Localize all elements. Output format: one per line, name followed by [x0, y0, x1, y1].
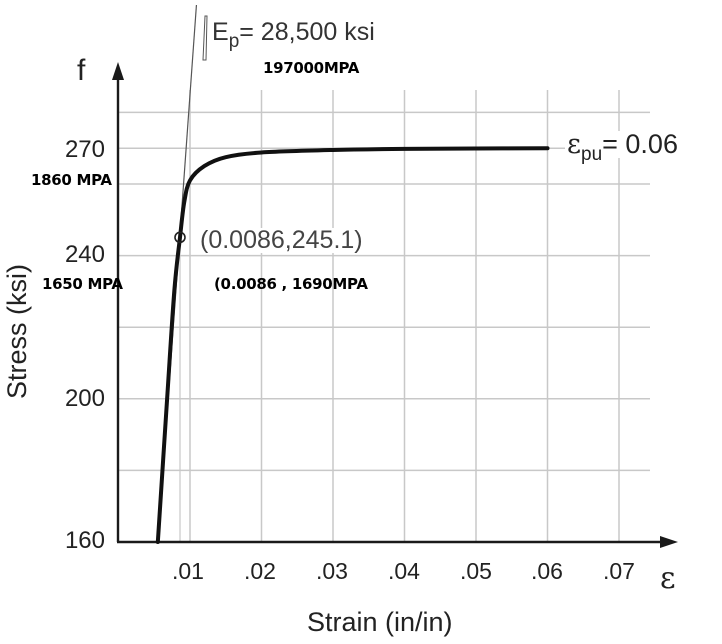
ep-value: = 28,500 ksi: [239, 18, 375, 46]
y-axis-symbol: f: [77, 54, 86, 87]
x-axis-title: Strain (in/in): [307, 607, 453, 637]
y-tick-270: 270: [64, 136, 105, 163]
y-axis-arrow-icon: [112, 62, 124, 80]
data-point-marker: [174, 231, 186, 244]
y-tick-240: 240: [64, 241, 105, 268]
x-tick-03: .03: [316, 558, 348, 584]
x-tick-02: .02: [244, 558, 276, 584]
ep-label: Ep= 28,500 ksi: [212, 18, 375, 52]
x-axis-arrow-icon: [660, 536, 678, 548]
x-tick-07: .07: [603, 558, 635, 584]
y-tick-160: 160: [64, 527, 105, 554]
epu-main: ε: [567, 129, 581, 160]
data-point-mpa-label: (0.0086 , 1690MPA: [214, 275, 368, 293]
epu-value: = 0.06: [602, 129, 678, 159]
mpa-label-1860: 1860 MPA: [31, 171, 112, 189]
x-tick-04: .04: [388, 558, 420, 584]
ep-main: E: [212, 18, 229, 46]
x-tick-01: .01: [172, 558, 204, 584]
y-tick-200: 200: [64, 385, 105, 412]
x-tick-06: .06: [531, 558, 563, 584]
stress-strain-curve: [155, 146, 550, 544]
epu-label: εpu= 0.06: [565, 129, 680, 164]
ep-sub: p: [228, 31, 240, 52]
mpa-label-1650: 1650 MPA: [42, 275, 123, 293]
x-tick-05: .05: [460, 558, 492, 584]
y-axis-title: Stress (ksi): [2, 264, 32, 399]
ep-mpa-label: 197000MPA: [263, 59, 360, 77]
x-axis-symbol: ε: [660, 561, 676, 596]
epu-sub: pu: [581, 144, 603, 165]
slope-indicator-icon: [202, 15, 208, 61]
data-point-label: (0.0086,245.1): [196, 228, 367, 253]
